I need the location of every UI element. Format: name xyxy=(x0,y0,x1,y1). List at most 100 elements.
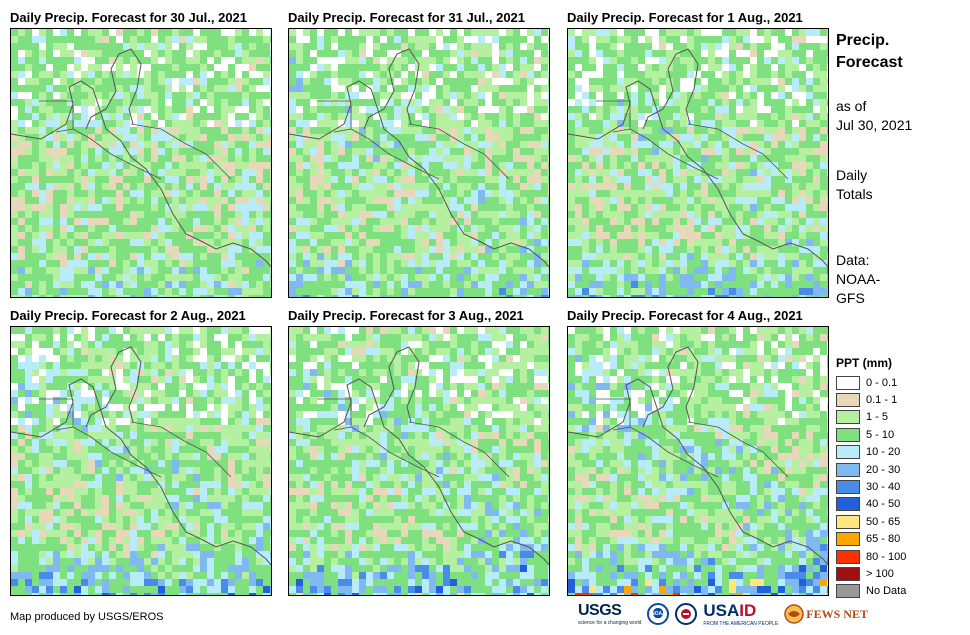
legend-swatch xyxy=(836,445,860,460)
fewsnet-logo: FEWS NET xyxy=(784,604,868,624)
data-source-label: Data: xyxy=(836,252,870,268)
panel-title: Daily Precip. Forecast for 4 Aug., 2021 xyxy=(567,308,803,323)
forecast-panel-2: Daily Precip. Forecast for 31 Jul., 2021 xyxy=(288,10,550,298)
as-of-label: as of xyxy=(836,98,867,114)
precip-map xyxy=(10,28,272,298)
legend-item: 10 - 20 xyxy=(836,444,906,461)
precip-map-svg xyxy=(11,327,271,595)
legend-title: PPT (mm) xyxy=(836,356,893,370)
precip-legend: PPT (mm) 0 - 0.1 0.1 - 1 1 - 5 5 - 10 10 - 2… xyxy=(836,356,906,600)
country-border xyxy=(596,100,789,180)
legend-item: 50 - 65 xyxy=(836,513,906,530)
legend-swatch xyxy=(836,549,860,564)
usaid-logo-us: USA xyxy=(703,601,740,620)
precip-map-svg xyxy=(568,29,828,297)
legend-label: 50 - 65 xyxy=(866,515,901,528)
coastline xyxy=(85,48,142,130)
legend-item: 5 - 10 xyxy=(836,426,906,443)
precip-map xyxy=(567,326,829,596)
country-border xyxy=(317,398,510,478)
forecast-panel-4: Daily Precip. Forecast for 2 Aug., 2021 xyxy=(10,308,272,596)
legend-label: 5 - 10 xyxy=(866,428,895,441)
legend-swatch xyxy=(836,480,860,495)
as-of-date: as of Jul 30, 2021 xyxy=(836,97,912,135)
panel-title: Daily Precip. Forecast for 2 Aug., 2021 xyxy=(10,308,246,323)
data-source-line2: NOAA- xyxy=(836,271,881,287)
forecast-panel-5: Daily Precip. Forecast for 3 Aug., 2021 xyxy=(288,308,550,596)
coastline xyxy=(568,80,828,268)
totals-note: Daily Totals xyxy=(836,166,873,204)
precip-grid xyxy=(289,327,549,595)
country-border xyxy=(596,398,789,478)
usgs-tagline: science for a changing world xyxy=(578,620,642,626)
legend-item: > 100 xyxy=(836,565,906,582)
totals-line1: Daily xyxy=(836,167,868,183)
map-credit: Map produced by USGS/EROS xyxy=(10,611,164,623)
legend-swatch xyxy=(836,566,860,581)
precip-map xyxy=(567,28,829,298)
usaid-logo: USAID FROM THE AMERICAN PEOPLE xyxy=(703,601,778,627)
legend-label: 30 - 40 xyxy=(866,481,901,494)
precip-grid xyxy=(568,29,828,297)
usaid-seal-logo xyxy=(675,603,698,625)
usaid-logo-id: ID xyxy=(739,601,757,620)
legend-item: 30 - 40 xyxy=(836,478,906,495)
precip-map-svg xyxy=(289,29,549,297)
legend-swatch xyxy=(836,497,860,512)
partner-logos: USGS science for a changing world NOAA U… xyxy=(578,600,868,628)
precip-map xyxy=(288,326,550,596)
precip-map-svg xyxy=(289,327,549,595)
legend-swatch xyxy=(836,514,860,529)
legend-swatch xyxy=(836,584,860,599)
legend-label: 0.1 - 1 xyxy=(866,394,898,407)
totals-line2: Totals xyxy=(836,186,873,202)
legend-label: > 100 xyxy=(866,567,894,580)
precip-grid xyxy=(568,327,828,595)
sidebar-title: Precip. Forecast xyxy=(836,30,903,74)
panel-title: Daily Precip. Forecast for 31 Jul., 2021 xyxy=(288,10,526,25)
forecast-panel-3: Daily Precip. Forecast for 1 Aug., 2021 xyxy=(567,10,829,298)
forecast-panel-1: Daily Precip. Forecast for 30 Jul., 2021 xyxy=(10,10,272,298)
legend-label: No Data xyxy=(866,585,907,598)
forecast-panel-6: Daily Precip. Forecast for 4 Aug., 2021 xyxy=(567,308,829,596)
coastline xyxy=(642,48,699,130)
country-border xyxy=(39,398,232,478)
coastline xyxy=(11,80,271,268)
as-of-value: Jul 30, 2021 xyxy=(836,117,913,133)
country-border xyxy=(39,100,232,180)
usaid-tagline: FROM THE AMERICAN PEOPLE xyxy=(703,621,779,627)
usgs-logo-text: USGS xyxy=(578,602,622,619)
legend-label: 10 - 20 xyxy=(866,446,901,459)
legend-item: 80 - 100 xyxy=(836,548,906,565)
sidebar-title-line2: Forecast xyxy=(836,54,903,71)
precip-map-svg xyxy=(11,29,271,297)
precip-map xyxy=(10,326,272,596)
data-source: Data: NOAA- GFS xyxy=(836,251,880,308)
legend-label: 20 - 30 xyxy=(866,463,901,476)
noaa-logo: NOAA xyxy=(647,603,670,625)
fewsnet-globe-icon xyxy=(784,604,805,624)
legend-swatch xyxy=(836,375,860,390)
coastline xyxy=(642,346,699,428)
coastline xyxy=(289,80,549,268)
coastline xyxy=(568,378,828,566)
country-border xyxy=(317,100,510,180)
noaa-logo-text: NOAA xyxy=(651,611,666,617)
panel-title: Daily Precip. Forecast for 3 Aug., 2021 xyxy=(288,308,524,323)
panel-title: Daily Precip. Forecast for 30 Jul., 2021 xyxy=(10,10,248,25)
legend-label: 1 - 5 xyxy=(866,411,889,424)
legend-swatch xyxy=(836,427,860,442)
legend-label: 0 - 0.1 xyxy=(866,376,898,389)
precip-grid xyxy=(11,327,271,595)
legend-label: 65 - 80 xyxy=(866,533,901,546)
precip-grid xyxy=(289,29,549,297)
legend-item: 0 - 0.1 xyxy=(836,374,906,391)
precip-map xyxy=(288,28,550,298)
coastline xyxy=(289,378,549,566)
legend-item: 65 - 80 xyxy=(836,531,906,548)
coastline xyxy=(363,48,420,130)
legend-swatch xyxy=(836,462,860,477)
legend-item: 1 - 5 xyxy=(836,409,906,426)
legend-label: 40 - 50 xyxy=(866,498,901,511)
data-source-line3: GFS xyxy=(836,290,865,306)
